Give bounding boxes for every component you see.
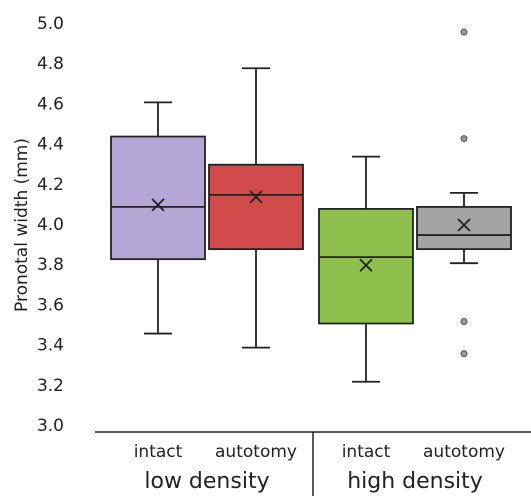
y-tick-label: 3.2 <box>37 376 64 396</box>
y-tick-label: 3.0 <box>37 416 64 436</box>
x-tick-label: intact <box>134 442 183 462</box>
outlier <box>460 317 468 325</box>
mean-marker <box>151 198 165 212</box>
y-tick-label: 3.8 <box>37 255 64 275</box>
x-tick-label: autotomy <box>423 442 505 462</box>
mean-marker <box>249 190 263 204</box>
y-tick-label: 3.4 <box>37 336 64 356</box>
y-tick-label: 5.0 <box>37 14 64 34</box>
group-label: high density <box>347 469 483 494</box>
y-tick-label: 4.4 <box>37 135 64 155</box>
mean-marker <box>359 258 373 272</box>
outlier <box>460 350 468 358</box>
outlier <box>460 135 468 143</box>
x-tick-label: autotomy <box>215 442 297 462</box>
y-tick-label: 4.0 <box>37 215 64 235</box>
y-axis-label: Pronotal width (mm) <box>12 138 32 312</box>
box <box>416 206 512 251</box>
y-tick-label: 4.8 <box>37 54 64 74</box>
x-tick-label: intact <box>342 442 391 462</box>
y-tick-label: 4.2 <box>37 175 64 195</box>
group-label: low density <box>144 469 269 494</box>
outlier <box>460 28 468 36</box>
mean-marker <box>457 218 471 232</box>
y-tick-label: 4.6 <box>37 94 64 114</box>
y-tick-label: 3.6 <box>37 295 64 315</box>
box <box>110 135 206 261</box>
box <box>208 163 304 251</box>
